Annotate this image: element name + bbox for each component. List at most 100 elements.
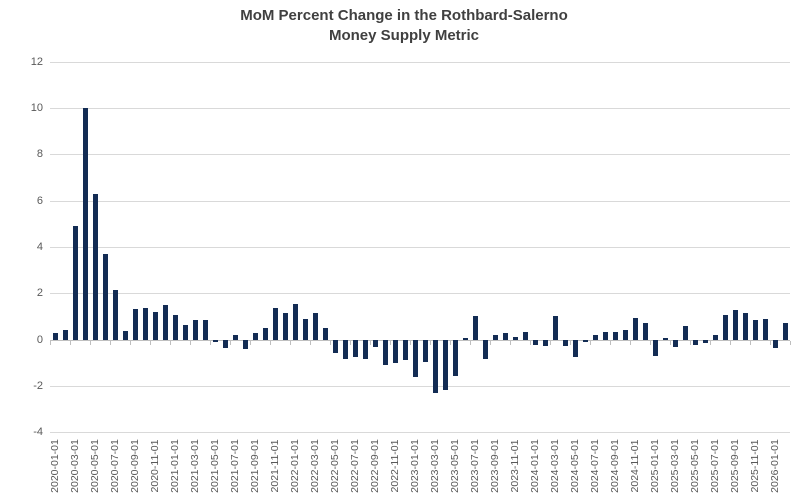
bar-2025-11-01 xyxy=(752,320,758,340)
bar-2024-06-01 xyxy=(582,340,588,343)
x-tick-label: 2025-11-01 xyxy=(749,439,761,493)
bar-2026-01-01 xyxy=(772,340,778,349)
y-tick-label: 6 xyxy=(36,194,43,207)
bar-2022-12-01 xyxy=(402,340,408,360)
axis-tick xyxy=(710,340,711,345)
axis-tick xyxy=(270,340,271,345)
axis-tick xyxy=(150,340,151,345)
bar-2020-10-01 xyxy=(142,307,148,340)
bar-2020-11-01 xyxy=(152,312,158,340)
x-tick-label: 2025-09-01 xyxy=(729,439,741,493)
bar-2020-12-01 xyxy=(162,305,168,340)
bar-2022-08-01 xyxy=(362,340,368,359)
axis-tick xyxy=(110,340,111,345)
axis-tick xyxy=(370,340,371,345)
bar-2022-05-01 xyxy=(332,340,338,353)
bar-2023-12-01 xyxy=(522,331,528,340)
bar-2024-08-01 xyxy=(602,331,608,340)
bar-2022-04-01 xyxy=(322,328,328,340)
bar-2020-07-01 xyxy=(112,290,118,340)
x-tick-label: 2021-09-01 xyxy=(249,439,261,493)
axis-tick xyxy=(210,340,211,345)
bar-2023-08-01 xyxy=(482,340,488,359)
axis-tick xyxy=(770,340,771,345)
x-tick-label: 2022-01-01 xyxy=(289,439,301,493)
x-tick-label: 2021-07-01 xyxy=(229,439,241,493)
bar-2021-10-01 xyxy=(262,328,268,340)
bar-2022-09-01 xyxy=(372,340,378,347)
bar-2023-01-01 xyxy=(412,340,418,378)
x-tick-label: 2020-09-01 xyxy=(129,439,141,493)
x-tick-label: 2022-09-01 xyxy=(369,439,381,493)
x-tick-label: 2022-07-01 xyxy=(349,439,361,493)
bar-2021-04-01 xyxy=(202,320,208,340)
x-tick-label: 2021-11-01 xyxy=(269,439,281,493)
x-tick-label: 2022-11-01 xyxy=(389,439,401,493)
y-gridline xyxy=(50,293,790,295)
axis-tick xyxy=(190,340,191,345)
x-tick-label: 2021-01-01 xyxy=(169,439,181,493)
axis-tick xyxy=(470,340,471,345)
x-tick-label: 2025-03-01 xyxy=(669,439,681,493)
axis-tick xyxy=(610,340,611,345)
bar-2024-10-01 xyxy=(622,329,628,340)
x-tick-label: 2023-01-01 xyxy=(409,439,421,493)
bar-2025-04-01 xyxy=(682,326,688,340)
bar-2025-09-01 xyxy=(732,309,738,340)
bar-2025-05-01 xyxy=(692,340,698,345)
bar-2020-04-01 xyxy=(82,108,88,340)
bar-2022-06-01 xyxy=(342,340,348,359)
x-tick-label: 2026-01-01 xyxy=(769,439,781,493)
bar-2022-02-01 xyxy=(302,319,308,340)
y-gridline xyxy=(50,432,790,434)
bar-2021-07-01 xyxy=(232,335,238,340)
y-tick-label: -2 xyxy=(33,379,43,392)
x-tick-label: 2021-03-01 xyxy=(189,439,201,493)
axis-tick xyxy=(650,340,651,345)
bar-2022-10-01 xyxy=(382,340,388,366)
y-tick-label: 12 xyxy=(30,55,43,68)
axis-tick xyxy=(570,340,571,345)
y-tick-label: -4 xyxy=(33,426,43,439)
bar-2024-01-01 xyxy=(532,340,538,345)
axis-tick xyxy=(170,340,171,345)
axis-tick xyxy=(330,340,331,345)
bar-2022-11-01 xyxy=(392,340,398,364)
bar-2025-08-01 xyxy=(722,314,728,340)
bar-2020-06-01 xyxy=(102,254,108,340)
axis-tick xyxy=(70,340,71,345)
axis-tick xyxy=(510,340,511,345)
axis-tick xyxy=(130,340,131,345)
x-tick-label: 2022-05-01 xyxy=(329,439,341,493)
axis-tick xyxy=(50,340,51,345)
bar-2023-02-01 xyxy=(422,340,428,362)
bar-2025-06-01 xyxy=(702,340,708,344)
axis-tick xyxy=(90,340,91,345)
x-tick-label: 2025-01-01 xyxy=(649,439,661,493)
bar-2021-12-01 xyxy=(282,313,288,340)
y-tick-label: 4 xyxy=(36,240,43,253)
x-tick-label: 2023-09-01 xyxy=(489,439,501,493)
axis-tick xyxy=(490,340,491,345)
axis-tick xyxy=(390,340,391,345)
bar-2020-03-01 xyxy=(72,226,78,340)
chart-title-line1: MoM Percent Change in the Rothbard-Saler… xyxy=(240,7,568,24)
x-tick-label: 2020-01-01 xyxy=(49,439,61,493)
axis-tick xyxy=(630,340,631,345)
axis-tick xyxy=(750,340,751,345)
bar-2022-03-01 xyxy=(312,313,318,340)
x-tick-label: 2020-11-01 xyxy=(149,439,161,493)
bar-2020-09-01 xyxy=(132,308,138,340)
axis-tick xyxy=(530,340,531,345)
x-tick-label: 2020-05-01 xyxy=(89,439,101,493)
x-tick-label: 2020-03-01 xyxy=(69,439,81,493)
bar-2025-02-01 xyxy=(662,337,668,340)
axis-tick xyxy=(350,340,351,345)
bar-2021-02-01 xyxy=(182,324,188,340)
axis-tick xyxy=(430,340,431,345)
x-tick-label: 2025-07-01 xyxy=(709,439,721,493)
bar-2022-07-01 xyxy=(352,340,358,358)
bar-2021-01-01 xyxy=(172,314,178,340)
y-tick-label: 2 xyxy=(36,287,43,300)
bar-2024-04-01 xyxy=(562,340,568,346)
